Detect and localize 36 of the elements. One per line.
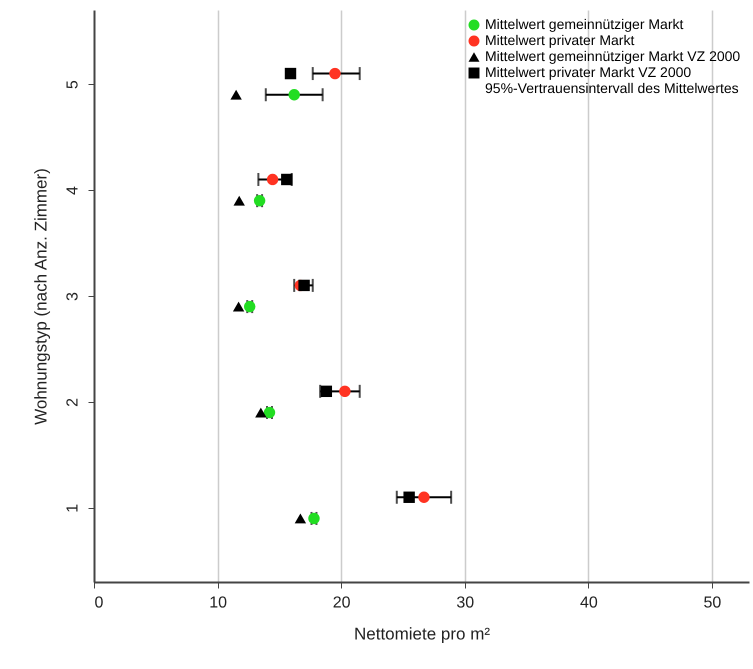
annotation: 95%-Vertrauensintervall des Mittelwertes	[485, 80, 739, 96]
x-tick-label: 50	[704, 594, 722, 612]
y-tick-label: 1	[64, 504, 82, 513]
point	[266, 174, 278, 186]
point	[339, 386, 351, 398]
y-axis-title: Wohnungstyp (nach Anz. Zimmer)	[32, 168, 50, 425]
point	[234, 196, 245, 206]
point	[264, 406, 276, 418]
legend-label: Mittelwert gemeinnütziger Markt	[485, 16, 684, 32]
point	[288, 89, 300, 100]
point	[232, 302, 244, 312]
legend-label: Mittelwert privater Markt VZ 2000	[485, 64, 692, 80]
point	[329, 68, 341, 80]
legend-label: Mittelwert gemeinnütziger Markt VZ 2000	[485, 48, 740, 64]
point	[298, 280, 310, 292]
point	[418, 492, 430, 503]
point	[284, 68, 296, 80]
point	[281, 174, 292, 186]
point	[254, 194, 266, 206]
x-tick-label: 40	[580, 594, 598, 612]
point	[294, 514, 306, 524]
x-tick-label: 0	[94, 594, 104, 612]
legend-label: Mittelwert privater Markt	[485, 32, 634, 48]
x-tick-label: 10	[209, 594, 228, 612]
point	[403, 492, 415, 503]
point	[255, 408, 267, 418]
x-tick-label: 30	[456, 594, 474, 612]
x-tick-label: 20	[332, 594, 351, 612]
y-tick-label: 2	[64, 398, 82, 407]
y-tick-label: 3	[64, 292, 82, 301]
point	[230, 90, 242, 100]
point	[308, 512, 320, 524]
y-tick-label: 4	[64, 186, 82, 196]
point	[320, 386, 332, 398]
y-tick-label: 5	[64, 80, 82, 90]
x-axis-title: Nettomiete pro m²	[354, 624, 490, 644]
